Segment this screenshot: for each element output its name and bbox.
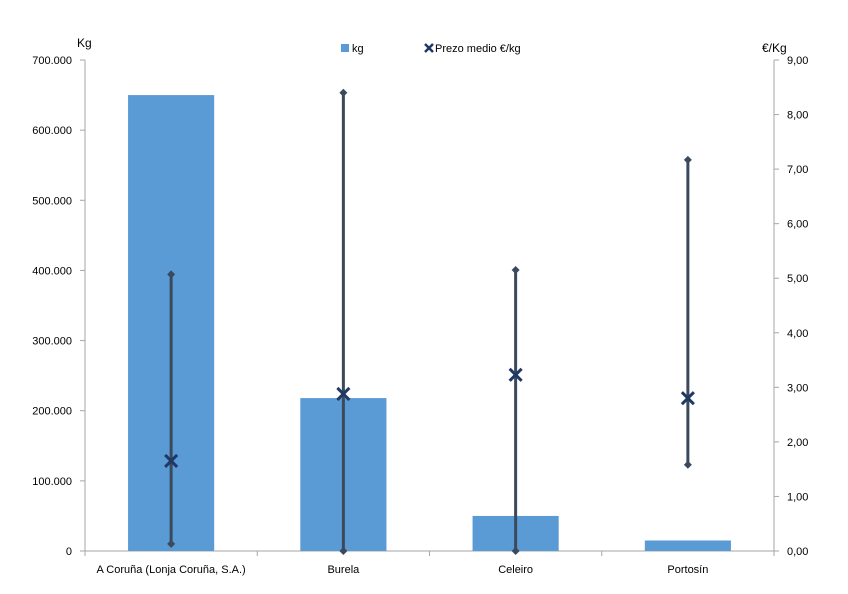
left-tick-label: 600.000 [32,125,72,137]
right-tick-label: 9,00 [787,55,808,67]
legend-swatch-price [424,43,434,53]
price-range-cap [683,155,692,164]
price-range-cap [167,270,176,279]
legend: kg Prezo medio €/kg [341,43,521,55]
left-tick-label: 700.000 [32,55,72,67]
legend-label-kg: kg [352,43,364,55]
left-tick-label: 400.000 [32,265,72,277]
price-range-series [167,88,692,555]
price-marker [680,391,695,406]
price-range-cap [511,266,520,275]
left-tick-label: 300.000 [32,336,72,348]
right-tick-label: 4,00 [787,328,808,340]
right-tick-label: 5,00 [787,273,808,285]
axis-labels: 0 100.000 200.000 300.000 400.000 500.000 600.… [32,36,808,576]
price-marker [336,386,351,401]
price-range-cap [511,547,520,555]
category-label: Portosín [667,564,708,576]
legend-label-price: Prezo medio €/kg [435,43,521,55]
price-marker [508,367,523,382]
legend-swatch-kg [341,44,349,52]
left-axis-unit: Kg [77,36,92,50]
right-tick-label: 3,00 [787,382,808,394]
bar-series [128,95,731,552]
bar [644,540,731,551]
right-tick-label: 6,00 [787,219,808,231]
right-axis-unit: €/Kg [762,41,787,55]
price-marker [164,453,179,469]
category-label: Celeiro [498,564,533,576]
price-range-cap [683,460,692,469]
left-tick-label: 200.000 [32,406,72,418]
left-tick-label: 100.000 [32,476,72,488]
left-tick-label: 500.000 [32,195,72,207]
price-range-cap [167,539,176,548]
price-marker-series [164,367,695,469]
right-tick-label: 2,00 [787,437,808,449]
right-tick-label: 8,00 [787,110,808,122]
category-label: Burela [327,564,360,576]
price-range-cap [339,88,348,97]
right-tick-label: 7,00 [787,164,808,176]
price-range-cap [339,547,348,555]
right-tick-label: 1,00 [787,491,808,503]
left-tick-label: 0 [66,546,72,558]
category-label: A Coruña (Lonja Coruña, S.A.) [97,564,246,576]
right-tick-label: 0,00 [787,546,808,558]
